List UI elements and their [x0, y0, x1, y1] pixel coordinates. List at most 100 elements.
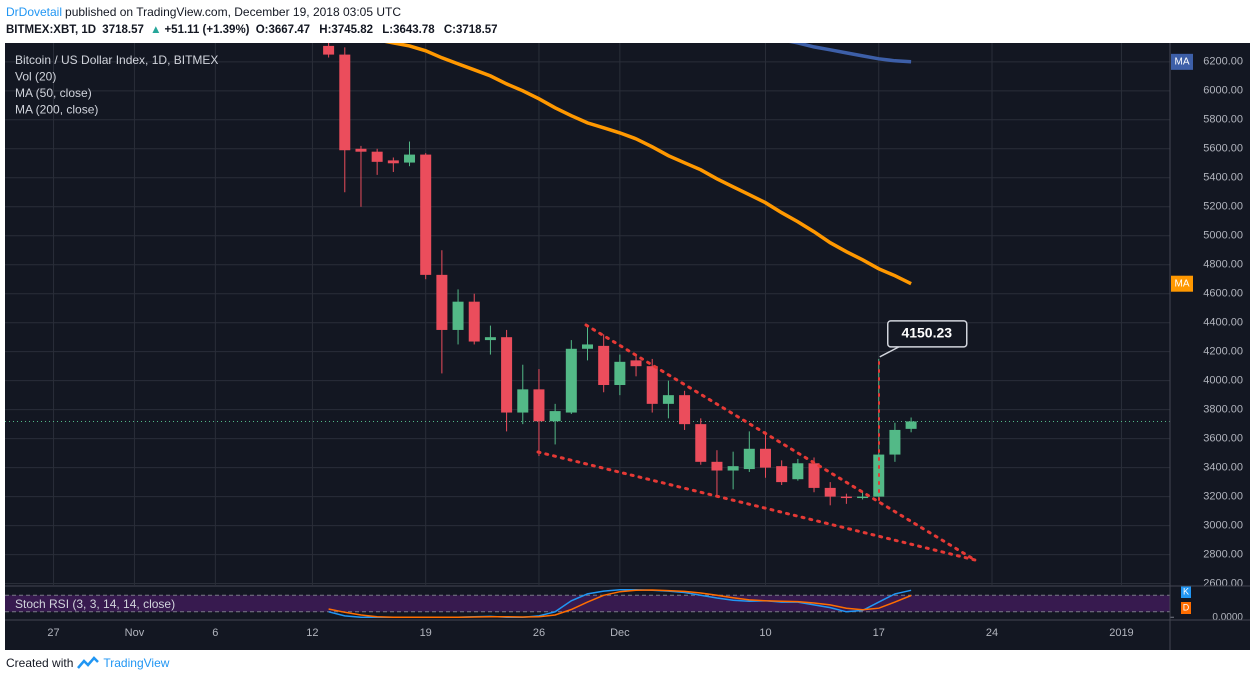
moving-average-line: [789, 43, 912, 64]
footer: Created with TradingView: [6, 656, 169, 670]
candle-body: [889, 429, 901, 455]
value: 3745.82: [331, 24, 373, 36]
legend-entry: Bitcoin / US Dollar Index, 1D, BITMEX: [15, 53, 218, 67]
legend-entry: MA (50, close): [15, 86, 92, 100]
y-tick-label: 5400.00: [1203, 172, 1243, 184]
brand[interactable]: TradingView: [103, 656, 170, 670]
candle-body: [808, 463, 820, 488]
candle-body: [387, 160, 399, 164]
candle-body: [501, 337, 513, 413]
overlay-labels: 4150.23 Bitcoin / US Dollar Index, 1D, BI…: [15, 53, 968, 611]
symbol: BITMEX:XBT, 1D: [6, 24, 97, 36]
ohlc-o: O:3667.47: [256, 24, 313, 36]
candle-body: [371, 151, 383, 162]
ohlc-c: C:3718.57: [444, 24, 501, 36]
x-tick-label: Dec: [610, 627, 630, 639]
candle-body: [533, 389, 545, 422]
x-tick-label: 2019: [1109, 627, 1133, 639]
y-tick-label: 5200.00: [1203, 201, 1243, 213]
x-tick-label: 19: [420, 627, 432, 639]
x-tick-label: 26: [533, 627, 545, 639]
candle-body: [759, 448, 771, 468]
x-tick-label: 27: [47, 627, 59, 639]
series-tag-bg: [1181, 586, 1191, 598]
candle-body: [905, 421, 917, 429]
candle-body: [339, 54, 351, 151]
candle-body: [824, 487, 836, 497]
y-tick-label: 3200.00: [1203, 491, 1243, 503]
y-tick-label: 5800.00: [1203, 114, 1243, 126]
x-tick-label: 6: [212, 627, 218, 639]
y-tick-label: 4200.00: [1203, 346, 1243, 358]
header: DrDovetail published on TradingView.com, …: [6, 3, 504, 39]
stoch-pane: [5, 589, 1170, 619]
y-tick-label: 3000.00: [1203, 519, 1243, 531]
author[interactable]: DrDovetail: [6, 5, 63, 19]
stoch-line: [328, 589, 912, 619]
brand-logo: [77, 656, 100, 669]
y-tick-label: 4600.00: [1203, 288, 1243, 300]
candle-body: [517, 389, 529, 413]
candle-body: [355, 148, 367, 152]
value: 3643.78: [393, 24, 435, 36]
main-pane: [5, 43, 1170, 585]
y-tick-label: 4400.00: [1203, 317, 1243, 329]
axes: 2600.00 2800.00 3000.00 3200.00 3400.00 3600.…: [47, 53, 1243, 639]
y-tick-label: 5600.00: [1203, 143, 1243, 155]
change: +51.11 (+1.39%): [164, 24, 250, 36]
y-tick-label: 0.0000: [1212, 612, 1243, 623]
published: published on TradingView.com, December 1…: [65, 5, 401, 19]
legend-entry: MA (200, close): [15, 103, 98, 117]
y-tick-label: 3600.00: [1203, 433, 1243, 445]
y-tick-label: 5000.00: [1203, 230, 1243, 242]
up-arrow: ▲: [150, 24, 162, 36]
ma-tag: MA: [1175, 56, 1190, 67]
y-tick-label: 2800.00: [1203, 548, 1243, 560]
candle-body: [646, 366, 658, 404]
x-tick-label: 10: [759, 627, 771, 639]
x-tick-label: 17: [873, 627, 885, 639]
callout-box: [887, 320, 968, 348]
candle-body: [743, 448, 755, 470]
candle-body: [484, 337, 496, 341]
y-tick-label: 2600.00: [1203, 577, 1243, 589]
candle-body: [630, 360, 642, 367]
candle-body: [436, 274, 448, 330]
moving-average-line: [384, 43, 912, 286]
band-fill: [5, 595, 1170, 612]
candle-body: [582, 344, 593, 349]
series-tag: K: [1183, 586, 1189, 596]
candle-body: [468, 301, 480, 342]
ma-tag-bg: [1171, 53, 1193, 70]
header-line-1: DrDovetail published on TradingView.com, …: [6, 3, 504, 21]
candle-body: [404, 154, 416, 163]
value: 3718.57: [455, 24, 498, 36]
y-tick-label: 3400.00: [1203, 462, 1243, 474]
candle-body: [857, 496, 869, 499]
label: H:: [319, 24, 332, 36]
legend-entry: Vol (20): [15, 70, 56, 84]
candle-body: [598, 345, 610, 386]
candle-body: [711, 461, 723, 471]
candle-body: [776, 466, 788, 483]
chart: 2600.00 2800.00 3000.00 3200.00 3400.00 3600.…: [5, 43, 1250, 650]
label: L:: [382, 24, 394, 36]
candle-body: [549, 411, 561, 422]
series-tag-bg: [1181, 602, 1191, 614]
x-tick-label: 12: [306, 627, 318, 639]
callout-label: 4150.23: [901, 325, 952, 341]
series-tag: D: [1183, 602, 1190, 612]
ma-tag: MA: [1175, 278, 1190, 289]
candle-body: [695, 424, 707, 462]
candle-body: [420, 154, 432, 275]
background: [5, 43, 1250, 650]
drawings: [536, 323, 977, 562]
lower-trendline: [536, 450, 977, 562]
y-tick-label: 3800.00: [1203, 404, 1243, 416]
ohlc-h: H:3745.82: [319, 24, 376, 36]
header-line-2: BITMEX:XBT, 1D 3718.57 ▲ +51.11 (+1.39%) …: [6, 21, 504, 39]
stoch-title: Stoch RSI (3, 3, 14, 14, close): [15, 597, 175, 611]
ohlc-l: L:3643.78: [382, 24, 437, 36]
label: C:: [443, 24, 456, 36]
